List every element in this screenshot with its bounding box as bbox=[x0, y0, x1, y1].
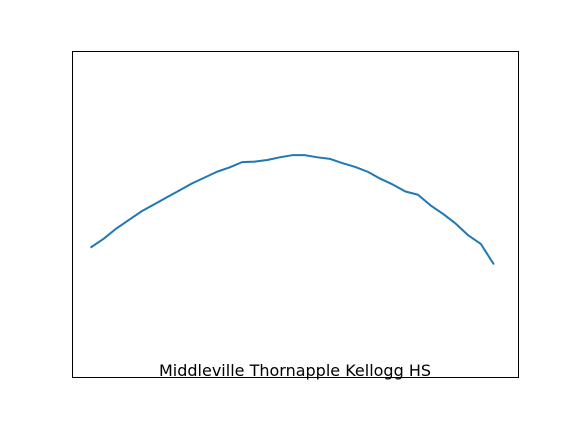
chart-caption: Middleville Thornapple Kellogg HS bbox=[159, 361, 431, 380]
series-layer bbox=[89, 154, 495, 266]
plot-area-frame bbox=[72, 51, 519, 378]
series-line-0 bbox=[89, 154, 495, 266]
